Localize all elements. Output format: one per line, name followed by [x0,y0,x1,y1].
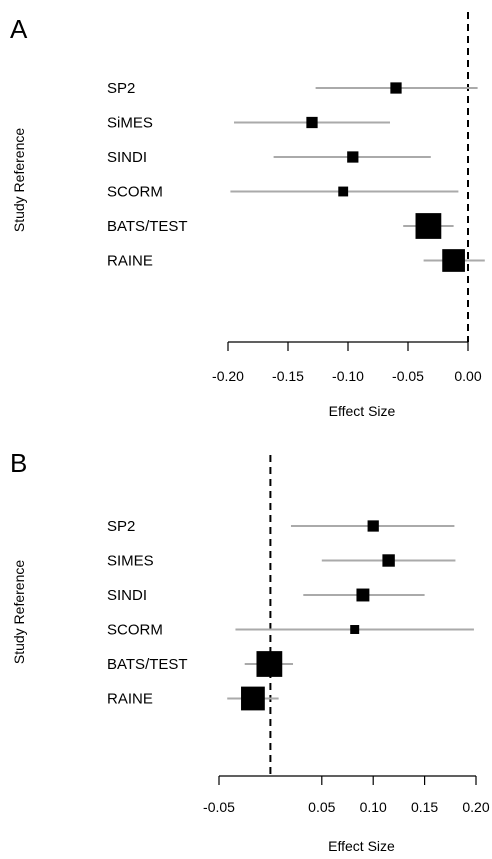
x-tick-label: -0.10 [332,368,364,384]
effect-estimate-marker [382,554,395,567]
effect-estimate-marker [356,588,370,602]
study-label: RAINE [107,253,153,270]
effect-estimate-marker [347,151,359,163]
study-label: SP2 [107,80,135,97]
effect-estimate-marker [442,249,465,272]
study-label: SINDI [107,149,147,166]
x-tick-label: 0.05 [308,799,335,815]
forest-panel-b: B Study Reference -0.05 0.05 0.10 0.15 0.20 Eff… [10,448,490,854]
x-axis-title: Effect Size [328,838,395,854]
x-tick-label: -0.05 [203,799,235,815]
effect-estimate-marker [415,213,442,239]
effect-estimate-marker [390,82,402,94]
study-label: BATS/TEST [107,656,188,673]
x-tick-label: 0.00 [454,368,481,384]
study-label: SCORM [107,184,163,201]
effect-estimate-marker [241,686,265,711]
panel-label: B [10,448,27,478]
y-axis-title: Study Reference [11,560,27,664]
study-label: RAINE [107,691,153,708]
study-label: SiMES [107,115,153,132]
effect-estimate-marker [256,651,283,677]
x-axis-title: Effect Size [329,403,396,419]
study-label: SCORM [107,622,163,639]
study-label: SP2 [107,518,135,535]
effect-estimate-marker [367,520,379,532]
effect-estimate-marker [306,116,318,129]
x-tick-label: 0.20 [462,799,489,815]
study-label: SINDI [107,587,147,604]
effect-estimate-marker [350,625,360,634]
x-tick-label: 0.10 [360,799,387,815]
x-tick-label: 0.15 [411,799,438,815]
y-axis-title: Study Reference [11,128,27,232]
study-label: BATS/TEST [107,218,188,235]
x-tick-label: -0.20 [212,368,244,384]
x-tick-label: -0.15 [272,368,304,384]
forest-panel-a: A Study Reference -0.20 -0.15 -0.10 -0.05 0.00… [10,12,485,419]
x-tick-label: -0.05 [392,368,424,384]
panel-label: A [10,14,28,44]
study-label: SIMES [107,553,154,570]
effect-estimate-marker [338,186,349,197]
